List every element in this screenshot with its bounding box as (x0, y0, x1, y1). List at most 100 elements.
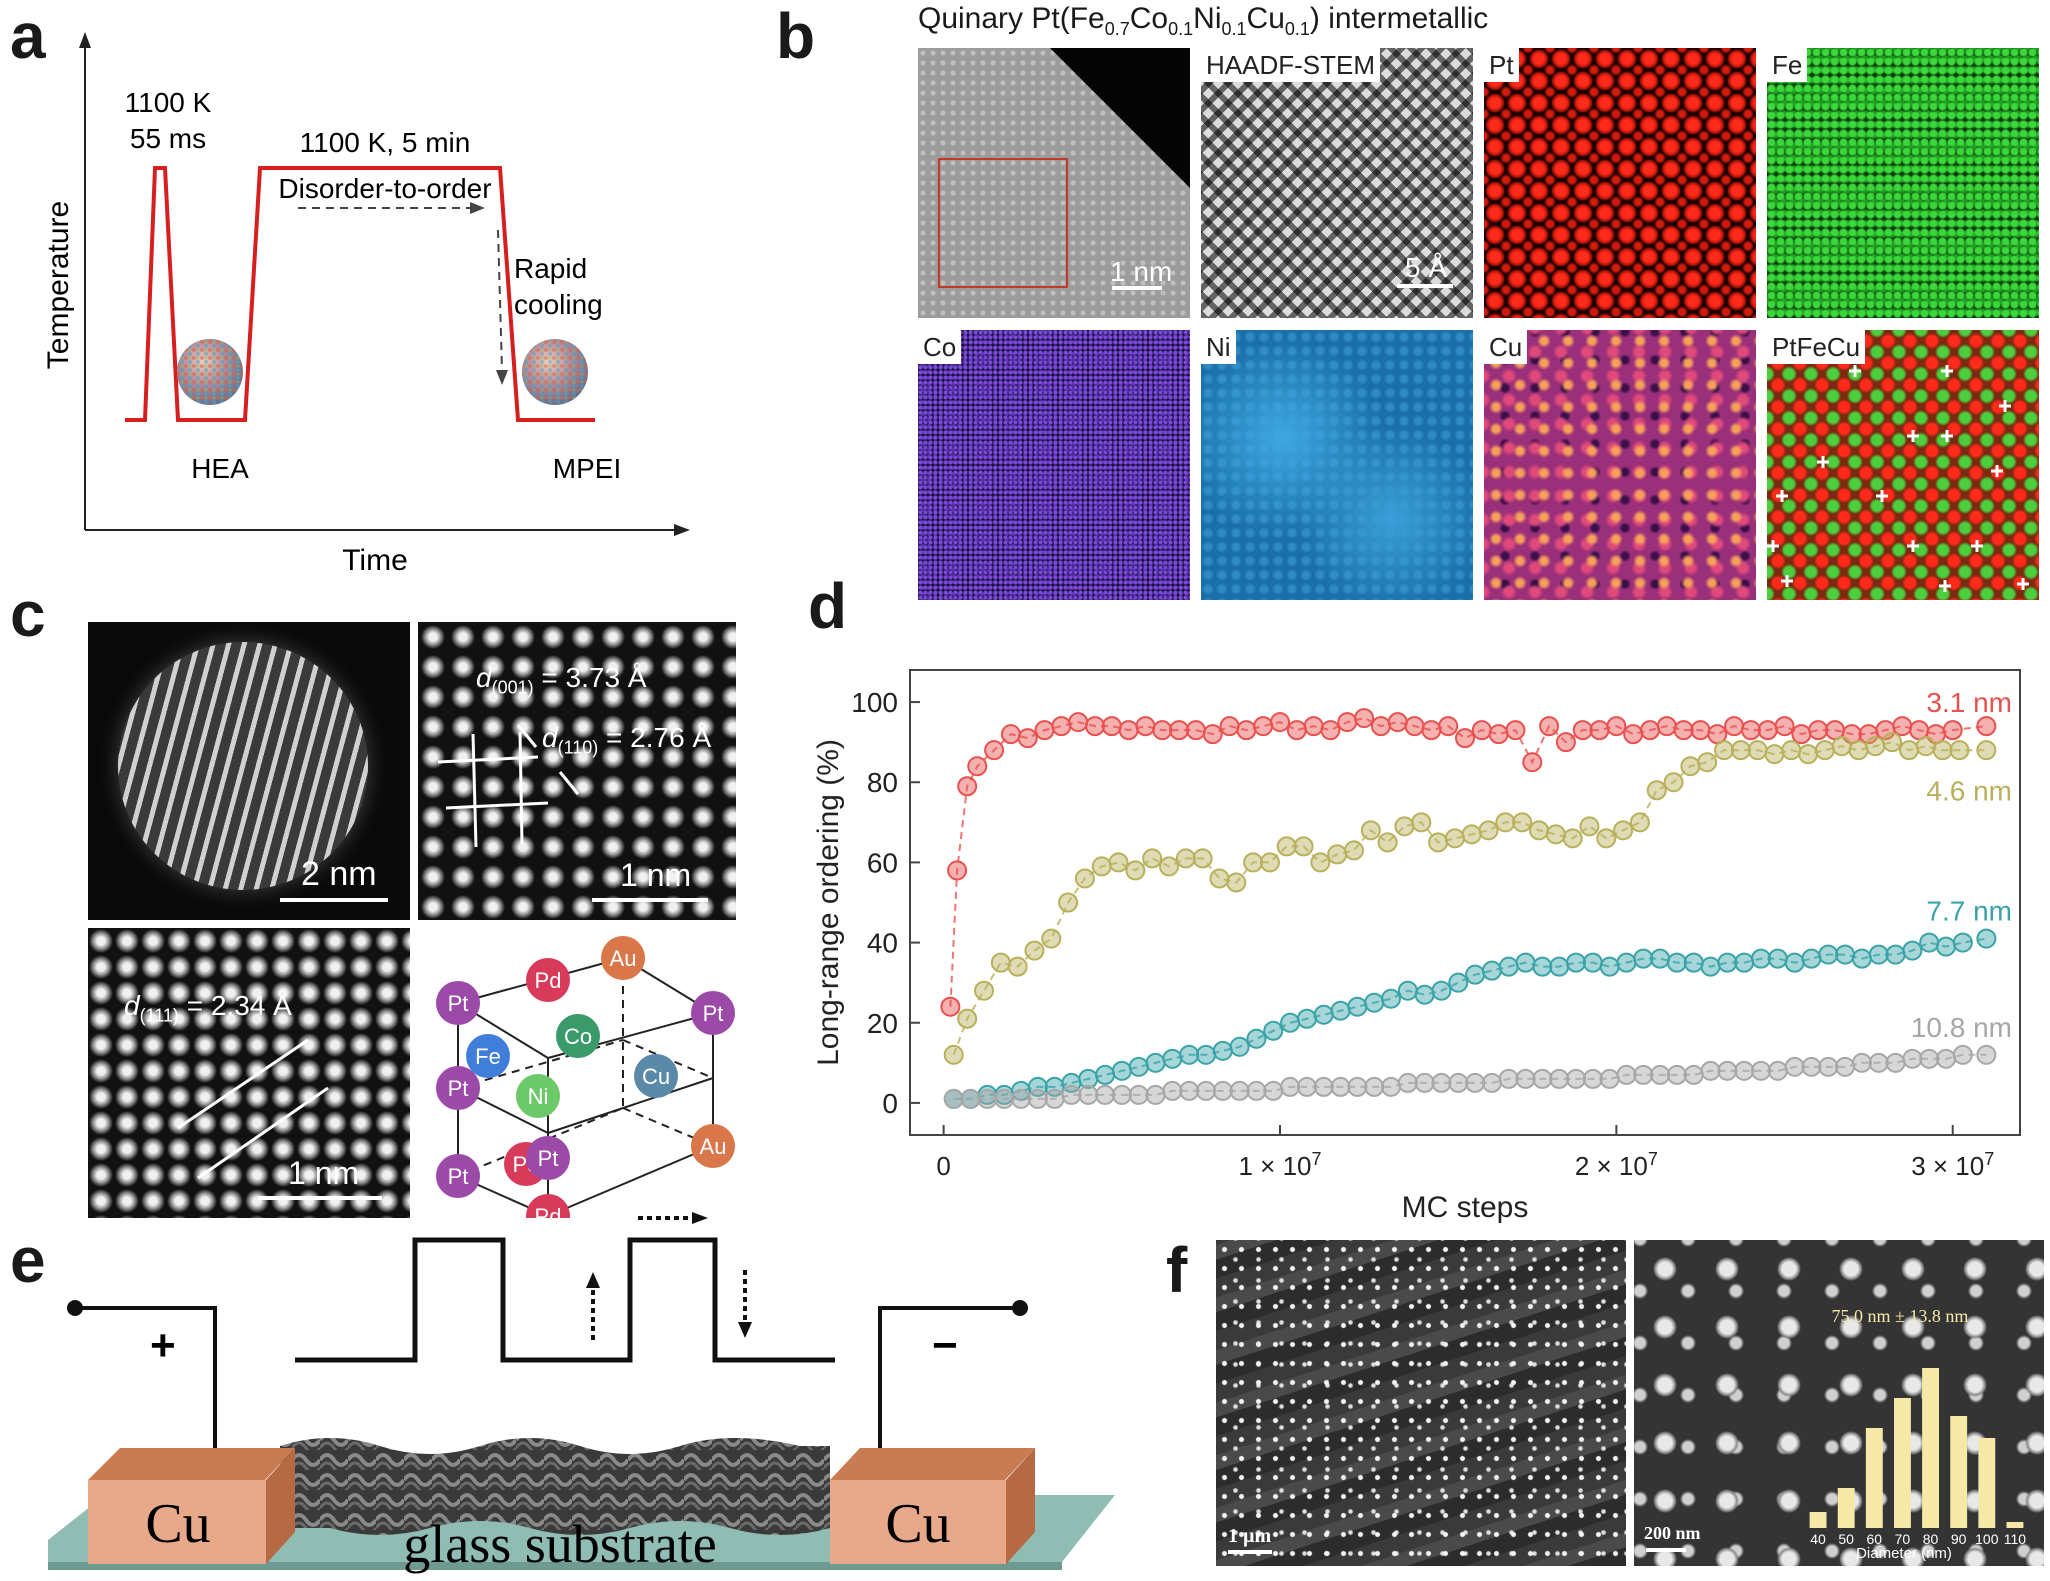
d-data-point (1330, 1000, 1351, 1021)
e-cu-left-label: Cu (145, 1493, 210, 1555)
d-data-point (1296, 1076, 1317, 1097)
d-data-point (1892, 716, 1913, 737)
d-data-point (1108, 852, 1129, 873)
a-mpei-nanoparticle (522, 339, 588, 405)
d-data-point (1868, 1052, 1889, 1073)
d-data-point (1142, 848, 1163, 869)
d-data-point (1885, 944, 1906, 965)
d-data-point (1428, 832, 1449, 853)
b-ptfecu-overlay-image: PtFeCu (1767, 330, 2039, 600)
d-ytick-label: 60 (867, 847, 898, 878)
d-data-point (1835, 1056, 1856, 1077)
d-data-point (1253, 716, 1274, 737)
d-data-point (1566, 1068, 1586, 1089)
d-data-point (957, 776, 978, 797)
d-xtick-label: 1 × 107 (1238, 1149, 1321, 1181)
d-data-point (957, 1008, 978, 1029)
d-data-point (1717, 1060, 1738, 1081)
e-pulse-waveform (295, 1237, 835, 1363)
d-data-point (1078, 1084, 1099, 1105)
d-data-point (1111, 1084, 1132, 1105)
d-data-point (1185, 720, 1206, 741)
d-ytick-label: 100 (851, 687, 898, 718)
d-data-point (1818, 1056, 1839, 1077)
d-ylabel: Long-range ordering (%) (812, 739, 845, 1066)
d-data-point (1650, 948, 1671, 969)
c-nanoparticle-stem-image: 2 nm (88, 622, 410, 920)
d-data-point (1663, 772, 1684, 793)
d-data-point (1280, 1012, 1301, 1033)
d-data-point (1438, 716, 1459, 737)
e-woven-fabric (280, 1438, 830, 1535)
d-xlabel: MC steps (1402, 1191, 1529, 1224)
d-data-point (1851, 1052, 1872, 1073)
d-data-point (1364, 1076, 1385, 1097)
b-scale-5a: 5 Å (1405, 252, 1448, 283)
c-atom-pt (691, 991, 735, 1035)
d-data-point (1159, 856, 1179, 877)
a-rapid-label: Rapid (514, 253, 587, 284)
d-data-point (1498, 956, 1519, 977)
d-data-point (1175, 848, 1196, 869)
b-ni-map-image: Ni (1201, 330, 1473, 600)
d-data-point (1381, 988, 1401, 1009)
d-data-point (1616, 1064, 1637, 1085)
d-data-point (1397, 980, 1418, 1001)
d-data-point (1085, 716, 1105, 737)
d-data-point (1781, 740, 1802, 761)
b-label-fe: Fe (1767, 48, 1808, 82)
d-series-label: 3.1 nm (1926, 687, 2012, 718)
d-data-point (1229, 1036, 1250, 1057)
b-label-ptfecu: PtFeCu (1767, 330, 1866, 364)
d-xtick-label: 0 (936, 1151, 950, 1181)
d-data-point (1414, 1072, 1435, 1093)
d-data-point (1539, 716, 1560, 737)
d-data-point (1448, 1072, 1469, 1093)
d-data-point (1431, 980, 1452, 1001)
d-ytick-label: 0 (882, 1088, 898, 1119)
d-data-point (1209, 868, 1230, 889)
d-data-point (1764, 744, 1785, 765)
d-data-point (1455, 728, 1475, 749)
d-data-point (1448, 972, 1469, 993)
c-d111-stem-image: d(111) = 2.34 Å 1 nm (88, 928, 410, 1218)
d-data-point (943, 1088, 964, 1109)
d-data-point (1673, 720, 1694, 741)
d-plot-frame (909, 669, 2021, 1136)
a-hea-nanoparticle (177, 339, 243, 405)
d-data-point (1882, 732, 1903, 753)
d-data-point (1128, 1084, 1149, 1105)
d-data-point (1421, 720, 1442, 741)
d-data-point (1767, 1060, 1788, 1081)
d-data-point (1714, 740, 1734, 761)
d-data-point (1263, 1080, 1284, 1101)
d-data-point (1488, 724, 1509, 745)
d-data-point (1387, 712, 1408, 733)
b-haadf-stem-image: HAADF-STEM 5 Å (1201, 48, 1473, 318)
d-data-point (1589, 720, 1610, 741)
d-data-point (1549, 956, 1570, 977)
d-data-point (1179, 1044, 1200, 1065)
d-data-point (1202, 724, 1223, 745)
f-hist-tick-label: 40 (1810, 1531, 1826, 1547)
d-data-point (1145, 1052, 1166, 1073)
d-data-point (1848, 740, 1869, 761)
c-scale-2nm: 2 nm (301, 855, 377, 893)
d-data-point (1724, 716, 1745, 737)
d-data-point (1118, 720, 1139, 741)
d-data-point (1555, 732, 1576, 753)
f-sem-fiber-image: 1 µm (1216, 1240, 1626, 1566)
panel-letter-f: f (1166, 1234, 1188, 1306)
d-data-point (1414, 984, 1435, 1005)
d-data-point (1757, 720, 1778, 741)
d-data-point (1095, 1084, 1116, 1105)
d-data-point (1404, 716, 1425, 737)
e-device-schematic: + − Cu Cu glass substrate (48, 1212, 1115, 1574)
d-data-point (1196, 1080, 1216, 1101)
d-data-point (1613, 820, 1634, 841)
d-data-point (1976, 928, 1997, 949)
f-sem-particles-image: 40 50 60 70 80 90 100 110 75.0 nm ± 13.8 nm Dia… (1634, 1240, 2044, 1566)
d-data-point (1296, 1008, 1317, 1029)
f-hist-bar (1978, 1438, 1996, 1528)
d-data-point (1623, 724, 1644, 745)
